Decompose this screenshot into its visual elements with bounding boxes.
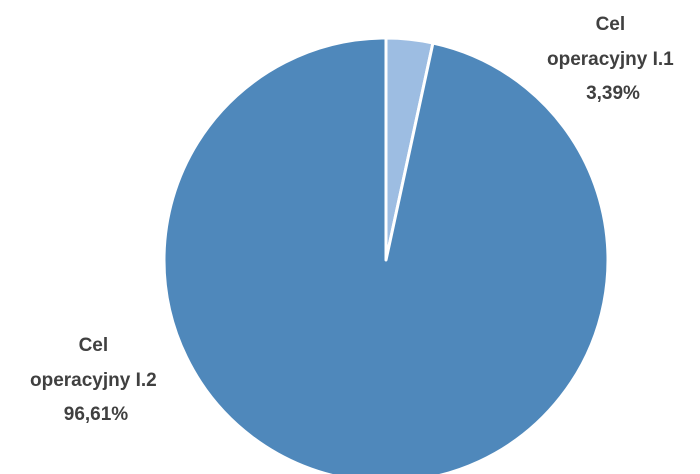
slice-label-1: Cel operacyjny I.1 3,39% bbox=[547, 14, 679, 104]
slice-label-2: Cel operacyjny I.2 96,61% bbox=[30, 335, 162, 425]
pie-slice-2 bbox=[162, 36, 610, 474]
slice-labels: Cel operacyjny I.1 3,39% Cel operacyjny … bbox=[30, 14, 679, 425]
pie-slices bbox=[162, 36, 610, 474]
